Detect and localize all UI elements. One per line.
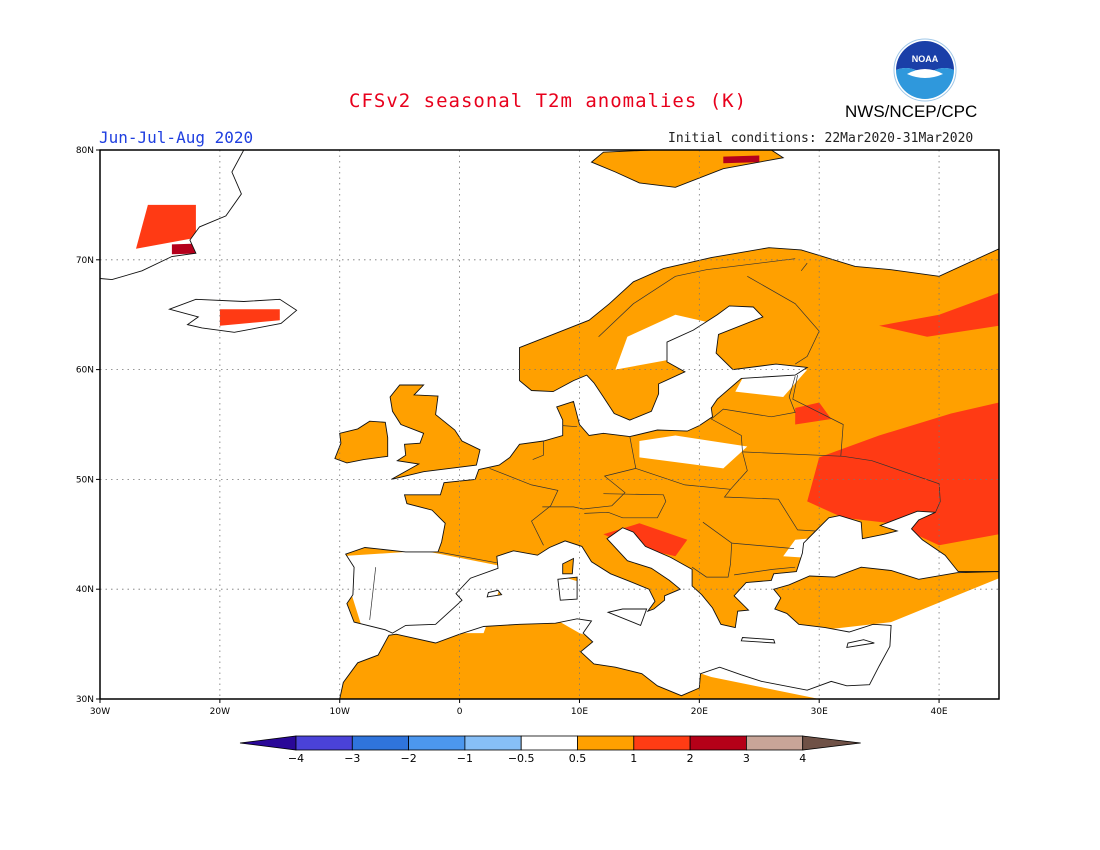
lon-tick-label: 10W — [330, 707, 350, 717]
agency-label: NWS/NCEP/CPC — [845, 102, 978, 121]
coastline — [486, 589, 503, 598]
anomaly-2k-region — [219, 309, 280, 326]
country-border — [731, 542, 795, 549]
country-border — [792, 375, 844, 457]
legend-arrow-low — [239, 735, 297, 751]
coastline — [334, 420, 389, 464]
coastline — [345, 247, 1000, 634]
lat-tick-label: 50N — [76, 475, 94, 485]
country-border — [532, 441, 544, 460]
country-border — [584, 493, 667, 519]
coastline — [389, 384, 481, 480]
country-border — [598, 258, 796, 337]
country-border — [542, 436, 637, 510]
lon-tick-label: 30E — [811, 707, 828, 717]
coastline — [562, 557, 575, 575]
legend-label: −2 — [400, 752, 416, 765]
legend-box — [295, 735, 353, 751]
coastline — [606, 608, 648, 626]
country-border — [635, 376, 796, 490]
lat-tick-label: 70N — [76, 256, 94, 266]
legend-box — [746, 735, 804, 751]
noaa-logo-icon: NOAA — [893, 38, 957, 102]
legend-label: −1 — [457, 752, 473, 765]
country-border — [369, 567, 377, 620]
legend-label: 3 — [743, 752, 750, 765]
lon-tick-label: 20E — [691, 707, 708, 717]
coastline — [557, 576, 578, 601]
country-border — [691, 521, 733, 578]
legend-label: 0.5 — [569, 752, 587, 765]
country-border — [562, 425, 578, 428]
legend-label: 4 — [799, 752, 806, 765]
lon-tick-label: 40E — [930, 707, 947, 717]
legend-arrow-high — [802, 735, 861, 751]
lon-tick-label: 0 — [457, 707, 463, 717]
lat-tick-label: 30N — [76, 695, 94, 705]
legend-label: 1 — [630, 752, 637, 765]
legend-box — [577, 735, 635, 751]
anomaly-2k-region — [807, 402, 999, 546]
coastline — [168, 298, 298, 333]
legend-labels: −4 −3 −2 −1 −0.5 0.5 1 2 3 4 — [288, 752, 806, 765]
anomaly-2k-region — [795, 402, 832, 425]
country-border — [747, 275, 820, 365]
logo-text: NOAA — [912, 54, 939, 64]
lon-tick-label: 30W — [90, 707, 110, 717]
country-border — [489, 468, 559, 546]
legend-box — [633, 735, 691, 751]
near-normal-region — [639, 435, 748, 469]
legend-label: −4 — [288, 752, 304, 765]
legend-box — [689, 735, 747, 751]
lat-tick-label: 60N — [76, 366, 94, 376]
anomaly-2k-region — [136, 204, 196, 249]
country-border — [723, 489, 816, 532]
longitude-labels: 30W 20W 10W 0 10E 20E 30E 40E — [90, 707, 948, 717]
country-border — [734, 566, 796, 576]
gridlines — [96, 149, 999, 703]
legend-label: −3 — [344, 752, 360, 765]
legend-box — [464, 735, 522, 751]
lat-tick-label: 40N — [76, 585, 94, 595]
legend-box — [408, 735, 466, 751]
anomaly-3k-region — [723, 155, 760, 164]
country-border — [800, 262, 808, 272]
coastline — [846, 639, 875, 648]
lon-tick-label: 20W — [210, 707, 230, 717]
legend-box — [520, 735, 578, 751]
lon-tick-label: 10E — [571, 707, 588, 717]
legend-boxes — [239, 735, 861, 751]
legend-box — [351, 735, 409, 751]
season-label: Jun-Jul-Aug 2020 — [99, 128, 254, 147]
legend-label: −0.5 — [508, 752, 535, 765]
coastline — [740, 637, 776, 644]
legend-label: 2 — [687, 752, 694, 765]
chart-title: CFSv2 seasonal T2m anomalies (K) — [349, 90, 748, 112]
coastline — [339, 566, 1000, 700]
latitude-labels: 80N 70N 60N 50N 40N 30N — [76, 146, 94, 705]
country-border — [742, 451, 941, 513]
initial-conditions-label: Initial conditions: 22Mar2020-31Mar2020 — [668, 131, 974, 146]
lat-tick-label: 80N — [76, 146, 94, 156]
map-frame — [99, 149, 1000, 700]
anomaly-2k-region — [879, 292, 999, 337]
country-border — [437, 551, 497, 564]
